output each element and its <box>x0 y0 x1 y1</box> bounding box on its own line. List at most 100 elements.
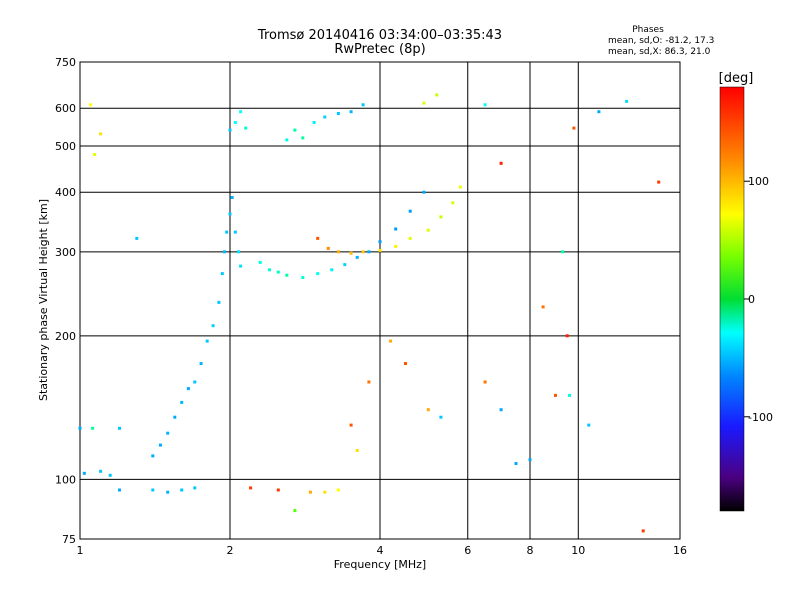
data-point <box>151 488 155 492</box>
y-tick-label: 75 <box>62 533 76 546</box>
y-tick-label: 500 <box>55 140 76 153</box>
y-tick-label: 100 <box>55 473 76 486</box>
y-tick-label: 300 <box>55 246 76 259</box>
data-point <box>394 227 398 231</box>
data-point <box>554 393 557 397</box>
data-point <box>220 272 224 276</box>
data-point <box>199 362 203 365</box>
data-point <box>180 400 184 404</box>
data-point <box>237 250 240 254</box>
data-point <box>173 415 177 419</box>
data-point <box>180 488 184 492</box>
y-tick-label: 200 <box>55 330 76 343</box>
data-point <box>93 153 97 156</box>
data-point <box>408 209 412 213</box>
data-point <box>361 250 365 254</box>
y-tick-label: 600 <box>55 102 76 115</box>
data-point <box>301 276 305 279</box>
data-point <box>483 380 487 384</box>
data-point <box>205 339 209 343</box>
data-point <box>458 185 462 189</box>
data-point <box>233 230 237 234</box>
data-point <box>323 115 327 119</box>
data-point <box>422 190 426 194</box>
data-point <box>422 101 426 105</box>
data-point <box>426 408 430 412</box>
stats-o-line: mean, sd,O: -81.2, 17.3 <box>608 36 714 46</box>
data-point <box>312 121 316 124</box>
colorbar-ticks: 100 0 -100 <box>744 175 773 424</box>
data-point <box>499 408 503 412</box>
data-point <box>82 471 86 475</box>
colorbar <box>719 86 745 512</box>
data-point <box>565 334 569 338</box>
data-point <box>367 380 371 384</box>
data-point <box>316 272 320 276</box>
grid-layer <box>80 62 680 539</box>
data-point <box>233 121 237 124</box>
data-point <box>239 110 243 114</box>
data-point <box>89 103 93 107</box>
data-point <box>301 136 305 140</box>
data-point <box>108 473 112 477</box>
data-point <box>355 449 359 452</box>
x-tick-labels: 1 2 4 6 8 10 16 <box>77 544 688 557</box>
data-point <box>91 426 95 430</box>
points-layer <box>78 93 661 533</box>
data-point <box>625 99 629 103</box>
data-point <box>336 112 340 115</box>
data-point <box>223 250 226 254</box>
x-tick-label: 6 <box>464 544 471 557</box>
colorbar-tick-label: 0 <box>748 293 755 306</box>
data-point <box>404 362 407 365</box>
data-point <box>239 264 243 268</box>
data-point <box>343 263 347 267</box>
data-point <box>657 180 661 184</box>
data-point <box>528 458 532 462</box>
data-point <box>99 469 103 473</box>
data-point <box>228 128 232 132</box>
data-point <box>228 212 232 216</box>
data-point <box>572 126 576 130</box>
chart-title: Tromsø 20140416 03:34:00–03:35:43 <box>257 28 502 43</box>
data-point <box>268 268 271 272</box>
stats-x-line: mean, sd,X: 86.3, 21.0 <box>608 47 711 57</box>
data-point <box>166 490 170 494</box>
data-point <box>276 270 280 274</box>
y-tick-label: 750 <box>55 56 76 69</box>
data-point <box>499 161 503 165</box>
data-point <box>336 488 340 492</box>
data-point <box>389 339 393 343</box>
chart-subtitle: RwPretec (8p) <box>334 42 425 57</box>
data-point <box>541 305 545 309</box>
data-point <box>193 486 197 490</box>
data-point <box>561 250 565 254</box>
x-tick-label: 10 <box>571 544 585 557</box>
data-point <box>99 132 103 136</box>
data-point <box>186 387 190 391</box>
data-point <box>118 426 121 430</box>
data-point <box>293 128 297 132</box>
data-point <box>118 488 121 492</box>
colorbar-tick-label: -100 <box>748 411 773 424</box>
data-point <box>316 236 320 240</box>
data-point <box>355 255 359 259</box>
x-axis-label: Frequency [MHz] <box>334 558 426 571</box>
colorbar-unit-label: [deg] <box>719 71 754 86</box>
data-point <box>361 103 365 107</box>
data-point <box>258 260 262 264</box>
data-point <box>641 529 645 533</box>
data-point <box>439 215 443 219</box>
data-point <box>78 426 82 430</box>
data-point <box>514 462 518 465</box>
data-point <box>244 126 248 130</box>
data-point <box>158 443 162 447</box>
data-point <box>193 380 197 384</box>
data-point <box>249 486 253 490</box>
x-tick-label: 2 <box>227 544 234 557</box>
y-axis-label: Stationary phase Virtual Height [km] <box>37 199 50 401</box>
y-tick-label: 400 <box>55 186 76 199</box>
data-point <box>378 240 382 244</box>
stats-heading: Phases <box>632 25 664 35</box>
